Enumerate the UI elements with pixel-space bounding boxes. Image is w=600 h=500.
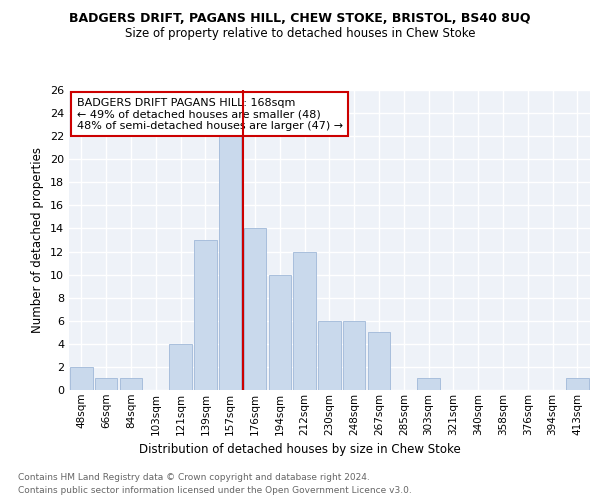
Bar bbox=[120, 378, 142, 390]
Text: Contains HM Land Registry data © Crown copyright and database right 2024.: Contains HM Land Registry data © Crown c… bbox=[18, 472, 370, 482]
Bar bbox=[418, 378, 440, 390]
Text: BADGERS DRIFT, PAGANS HILL, CHEW STOKE, BRISTOL, BS40 8UQ: BADGERS DRIFT, PAGANS HILL, CHEW STOKE, … bbox=[69, 12, 531, 26]
Bar bbox=[318, 321, 341, 390]
Bar bbox=[70, 367, 92, 390]
Bar bbox=[194, 240, 217, 390]
Bar bbox=[219, 136, 241, 390]
Text: Size of property relative to detached houses in Chew Stoke: Size of property relative to detached ho… bbox=[125, 28, 475, 40]
Bar bbox=[269, 274, 291, 390]
Bar bbox=[169, 344, 192, 390]
Bar bbox=[244, 228, 266, 390]
Bar bbox=[293, 252, 316, 390]
Bar bbox=[95, 378, 118, 390]
Bar bbox=[343, 321, 365, 390]
Text: Contains public sector information licensed under the Open Government Licence v3: Contains public sector information licen… bbox=[18, 486, 412, 495]
Bar bbox=[566, 378, 589, 390]
Text: BADGERS DRIFT PAGANS HILL: 168sqm
← 49% of detached houses are smaller (48)
48% : BADGERS DRIFT PAGANS HILL: 168sqm ← 49% … bbox=[77, 98, 343, 130]
Y-axis label: Number of detached properties: Number of detached properties bbox=[31, 147, 44, 333]
Bar bbox=[368, 332, 390, 390]
Text: Distribution of detached houses by size in Chew Stoke: Distribution of detached houses by size … bbox=[139, 442, 461, 456]
